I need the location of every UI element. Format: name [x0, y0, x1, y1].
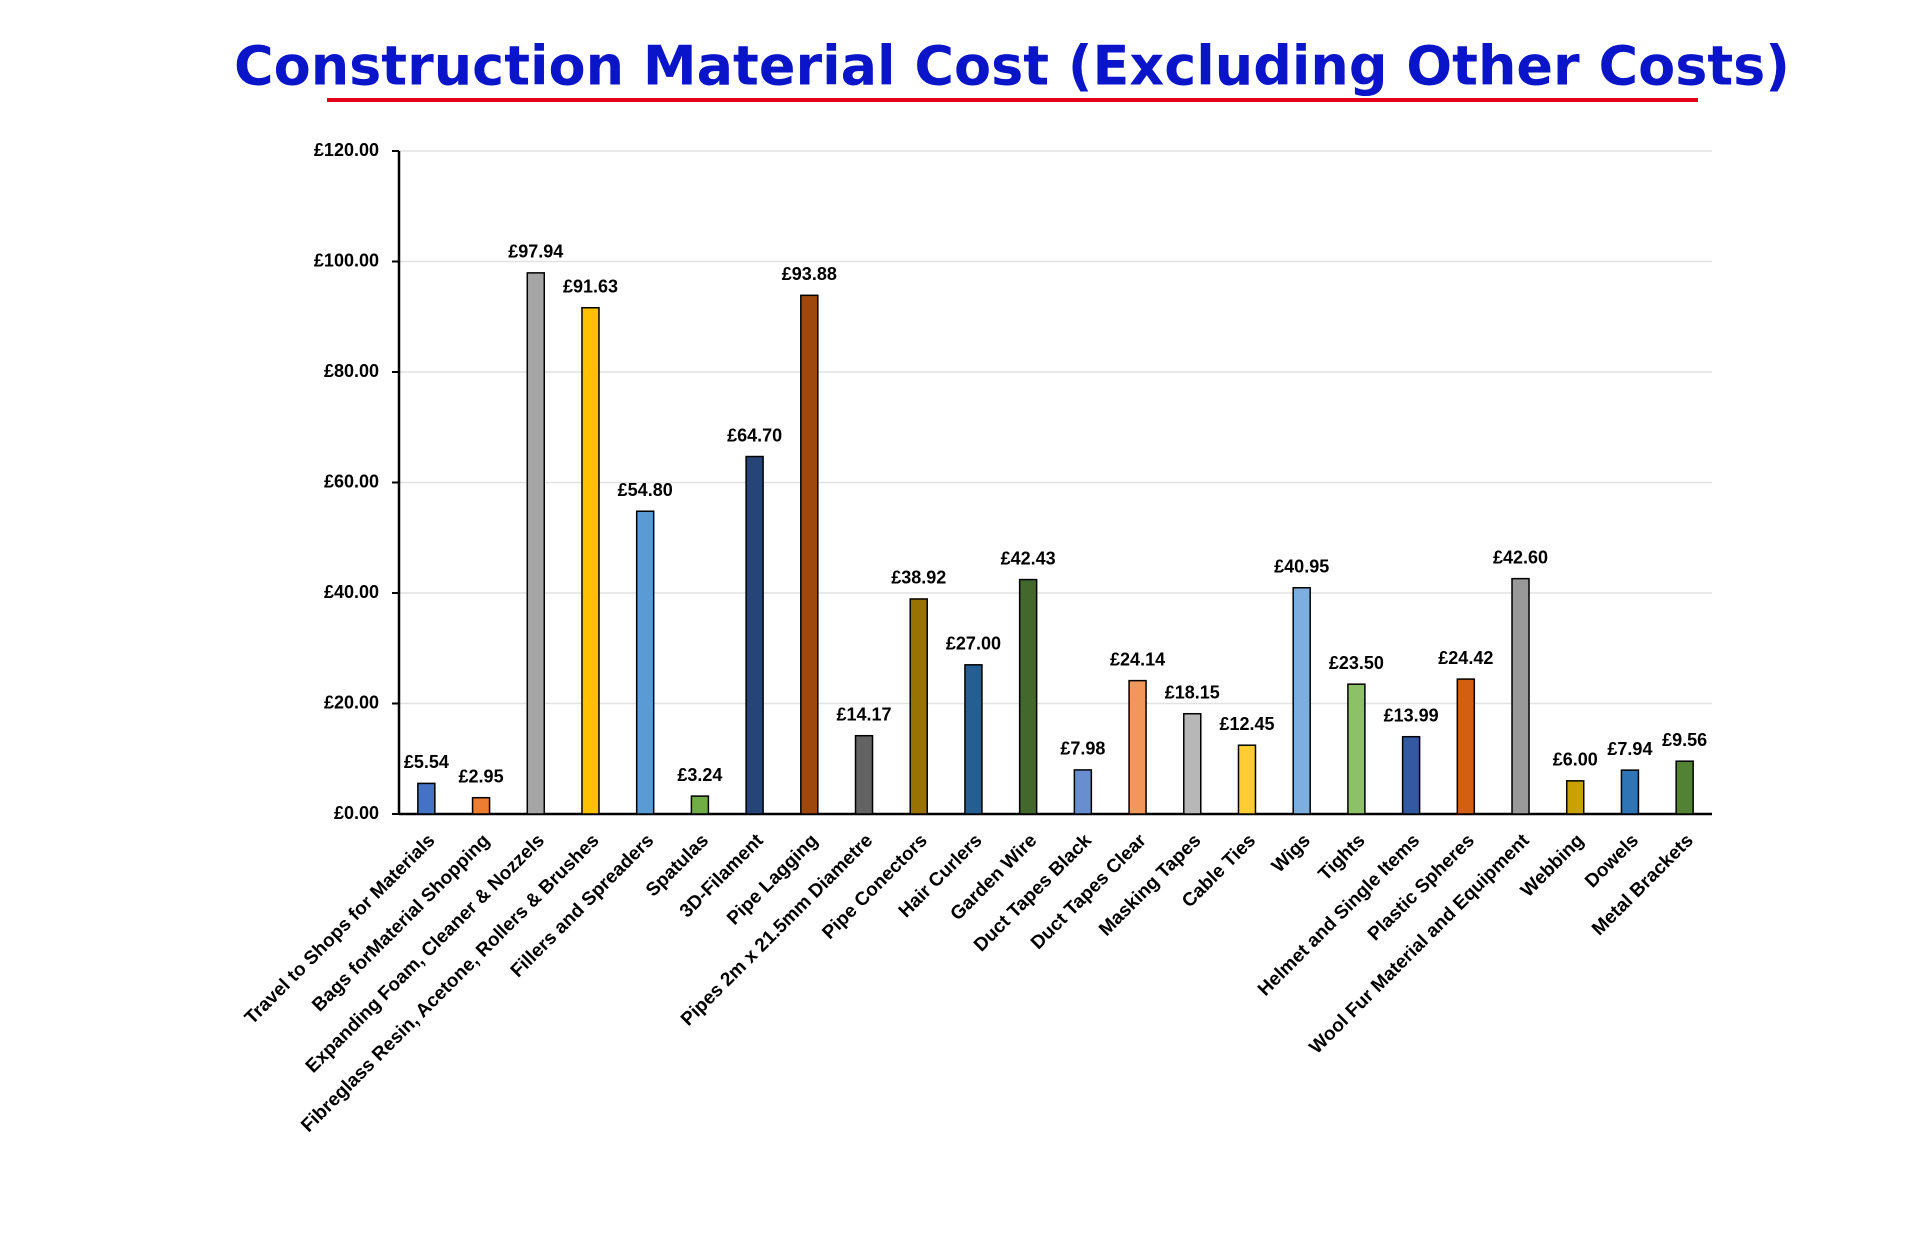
data-label: £97.94	[508, 242, 563, 262]
data-label: £18.15	[1165, 682, 1220, 702]
data-label: £91.63	[563, 276, 618, 296]
data-label: £24.14	[1110, 649, 1165, 669]
bar	[1347, 683, 1366, 815]
data-label: £7.98	[1060, 739, 1105, 759]
data-label: £13.99	[1384, 705, 1439, 725]
data-label: £7.94	[1607, 739, 1652, 759]
data-label: £5.54	[404, 752, 449, 772]
data-label: £23.50	[1329, 653, 1384, 673]
bar	[417, 782, 436, 815]
data-label: £12.45	[1219, 714, 1274, 734]
y-tick-label: £0.00	[334, 803, 379, 823]
data-label: £6.00	[1553, 750, 1598, 770]
bar	[1675, 760, 1694, 815]
bar	[854, 734, 874, 815]
data-label: £54.80	[618, 480, 673, 500]
x-tick-label: Wigs	[1268, 830, 1315, 877]
bar	[1456, 678, 1476, 815]
bar	[1018, 578, 1038, 815]
x-tick-label: Expanding Foam, Cleaner & Nozzels	[302, 830, 549, 1077]
bar	[690, 795, 710, 815]
bar	[1237, 744, 1257, 815]
bar	[1620, 769, 1640, 815]
y-tick-label: £60.00	[324, 471, 379, 491]
y-tick-label: £20.00	[324, 692, 379, 712]
bar	[526, 272, 546, 815]
chart-title: Construction Material Cost (Excluding Ot…	[234, 35, 1790, 98]
bar	[909, 598, 928, 815]
data-label: £38.92	[891, 568, 946, 588]
bar	[1511, 577, 1530, 815]
data-label: £42.43	[1001, 548, 1056, 568]
y-tick-label: £40.00	[324, 582, 379, 602]
bar	[745, 455, 764, 815]
bar	[1073, 769, 1093, 815]
data-label: £24.42	[1438, 648, 1493, 668]
y-tick-label: £120.00	[314, 140, 379, 160]
bar	[1128, 679, 1147, 815]
bar	[800, 294, 819, 815]
data-label: £2.95	[459, 766, 504, 786]
data-label: £64.70	[727, 425, 782, 445]
bar	[1183, 712, 1202, 815]
data-label: £42.60	[1493, 547, 1548, 567]
bar	[1292, 587, 1311, 815]
bar	[471, 796, 491, 815]
y-tick-label: £100.00	[314, 250, 379, 270]
data-label: £27.00	[946, 634, 1001, 654]
x-tick-label: Metal Brackets	[1588, 830, 1698, 940]
bar	[581, 306, 600, 815]
bar	[1565, 780, 1585, 815]
bar	[1401, 735, 1421, 815]
data-label: £3.24	[677, 765, 722, 785]
data-label: £14.17	[836, 704, 891, 724]
x-tick-label: Tights	[1315, 830, 1370, 885]
bar	[635, 510, 655, 815]
data-label: £40.95	[1274, 557, 1329, 577]
data-label: £93.88	[782, 264, 837, 284]
data-label: £9.56	[1662, 730, 1707, 750]
y-tick-label: £80.00	[324, 361, 379, 381]
bar	[964, 664, 983, 815]
